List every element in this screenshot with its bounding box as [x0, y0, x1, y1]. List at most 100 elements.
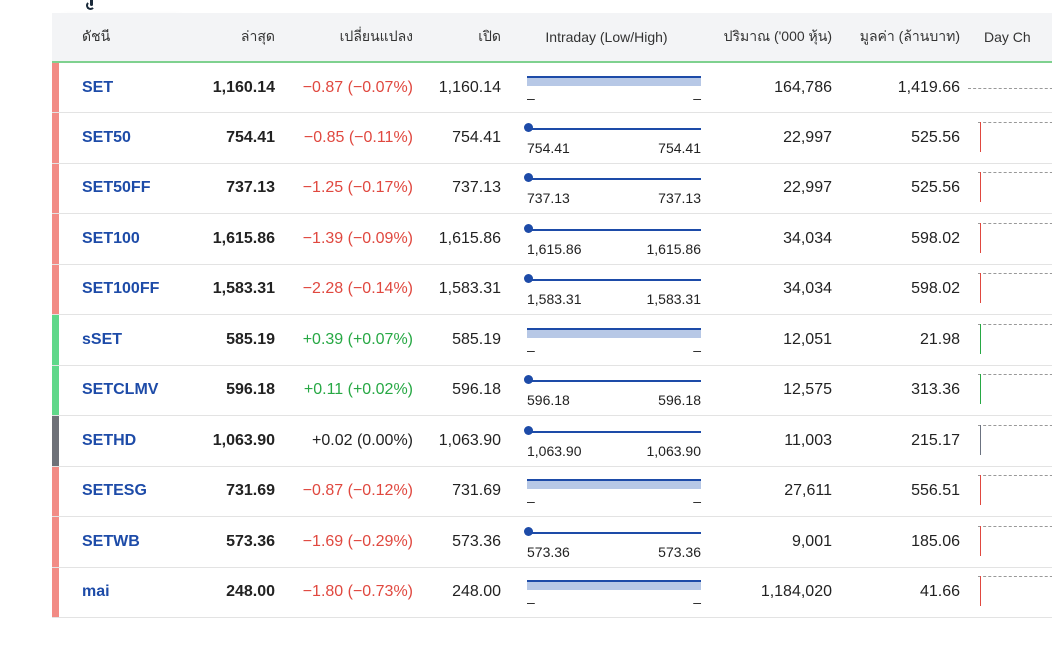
day-chart-baseline: [968, 87, 1052, 89]
intraday-high: –: [693, 341, 701, 358]
direction-indicator-bar: [52, 63, 59, 112]
intraday-high: 1,583.31: [646, 291, 702, 308]
day-chart-line: [980, 222, 981, 253]
table-row[interactable]: SETWB 573.36 −1.69 (−0.29%) 573.36 573.3…: [52, 516, 1052, 568]
index-name-link[interactable]: SET50: [82, 128, 131, 146]
column-header-day-chart: Day Ch: [968, 13, 1052, 63]
day-chart-baseline: [978, 222, 1052, 224]
last-price: 731.69: [179, 466, 283, 517]
intraday-low: 596.18: [527, 392, 570, 409]
index-name-cell[interactable]: SET: [52, 62, 179, 113]
intraday-range-line: [527, 127, 701, 130]
intraday-cell: – –: [509, 567, 704, 618]
index-name-cell[interactable]: SETCLMV: [52, 365, 179, 416]
index-table-container: ดัชนี ล่าสุด เปลี่ยนแปลง เปิด Intraday (…: [52, 13, 1052, 618]
open-price: 1,160.14: [421, 62, 509, 113]
day-chart-cell: [968, 264, 1052, 315]
day-chart-line: [980, 424, 981, 455]
index-name-link[interactable]: SETWB: [82, 532, 140, 550]
last-price: 1,583.31: [179, 264, 283, 315]
index-name-cell[interactable]: mai: [52, 567, 179, 618]
index-name-link[interactable]: SETCLMV: [82, 381, 159, 399]
intraday-range-line: [527, 380, 701, 383]
last-price: 1,615.86: [179, 213, 283, 265]
day-chart-baseline: [978, 475, 1052, 477]
direction-indicator-bar: [52, 517, 59, 567]
partial-heading-glyph: [86, 0, 96, 10]
open-price: 1,063.90: [421, 415, 509, 467]
column-header-volume[interactable]: ปริมาณ ('000 หุ้น): [704, 13, 840, 63]
intraday-range-bar: 1,583.31 1,583.31: [524, 269, 702, 309]
index-name-cell[interactable]: SETHD: [52, 415, 179, 467]
open-price: 731.69: [421, 466, 509, 517]
index-name-cell[interactable]: SET100FF: [52, 264, 179, 315]
column-header-last[interactable]: ล่าสุด: [179, 13, 283, 63]
index-name-cell[interactable]: SET100: [52, 213, 179, 265]
table-row[interactable]: SETCLMV 596.18 +0.11 (+0.02%) 596.18 596…: [52, 365, 1052, 416]
day-chart-baseline: [978, 273, 1052, 275]
volume-value: 9,001: [704, 516, 840, 568]
open-price: 1,615.86: [421, 213, 509, 265]
intraday-marker-dot: [524, 526, 533, 536]
index-name-link[interactable]: mai: [82, 583, 110, 601]
index-name-cell[interactable]: SET50FF: [52, 163, 179, 214]
change-value: −1.80 (−0.73%): [283, 567, 421, 618]
index-name-link[interactable]: SETHD: [82, 431, 137, 449]
intraday-cell: 596.18 596.18: [509, 365, 704, 416]
index-name-link[interactable]: sSET: [82, 330, 123, 348]
intraday-cell: 573.36 573.36: [509, 516, 704, 568]
intraday-cell: – –: [509, 314, 704, 366]
day-chart-sparkline: [978, 370, 1052, 410]
index-name-cell[interactable]: SETWB: [52, 516, 179, 568]
column-header-open[interactable]: เปิด: [421, 13, 509, 63]
table-row[interactable]: SETHD 1,063.90 +0.02 (0.00%) 1,063.90 1,…: [52, 415, 1052, 467]
table-row[interactable]: mai 248.00 −1.80 (−0.73%) 248.00 – – 1,1…: [52, 567, 1052, 618]
change-value: −1.69 (−0.29%): [283, 516, 421, 568]
day-chart-baseline: [978, 424, 1052, 426]
index-name-cell[interactable]: sSET: [52, 314, 179, 366]
intraday-range-bar: 754.41 754.41: [524, 118, 701, 158]
day-chart-sparkline: [978, 269, 1052, 309]
change-value: −0.85 (−0.11%): [283, 112, 421, 164]
column-header-index[interactable]: ดัชนี: [52, 13, 179, 63]
table-row[interactable]: SET100FF 1,583.31 −2.28 (−0.14%) 1,583.3…: [52, 264, 1052, 315]
intraday-low: –: [527, 594, 535, 611]
table-body: SET 1,160.14 −0.87 (−0.07%) 1,160.14 – –…: [52, 62, 1052, 618]
intraday-range-bar: – –: [527, 572, 701, 612]
table-row[interactable]: SET50FF 737.13 −1.25 (−0.17%) 737.13 737…: [52, 163, 1052, 214]
day-chart-baseline: [978, 374, 1052, 376]
open-price: 737.13: [421, 163, 509, 214]
index-name-link[interactable]: SET100: [82, 229, 140, 247]
intraday-high: 754.41: [658, 139, 701, 156]
index-name-cell[interactable]: SETESG: [52, 466, 179, 517]
table-row[interactable]: SET50 754.41 −0.85 (−0.11%) 754.41 754.4…: [52, 112, 1052, 164]
table-row[interactable]: SET 1,160.14 −0.87 (−0.07%) 1,160.14 – –…: [52, 62, 1052, 113]
table-row[interactable]: SET100 1,615.86 −1.39 (−0.09%) 1,615.86 …: [52, 213, 1052, 265]
table-row[interactable]: sSET 585.19 +0.39 (+0.07%) 585.19 – – 12…: [52, 314, 1052, 366]
day-chart-cell: [968, 112, 1052, 164]
intraday-low: 737.13: [527, 190, 570, 207]
intraday-marker-dot: [524, 375, 533, 385]
index-name-link[interactable]: SET: [82, 78, 114, 96]
index-name-link[interactable]: SETESG: [82, 482, 147, 500]
trade-value: 21.98: [840, 314, 968, 366]
intraday-cell: 1,583.31 1,583.31: [509, 264, 704, 315]
index-name-link[interactable]: SET50FF: [82, 179, 151, 197]
column-header-intraday[interactable]: Intraday (Low/High): [509, 13, 704, 63]
column-header-change[interactable]: เปลี่ยนแปลง: [283, 13, 421, 63]
intraday-range-bar: – –: [527, 320, 701, 360]
table-row[interactable]: SETESG 731.69 −0.87 (−0.12%) 731.69 – – …: [52, 466, 1052, 517]
index-name-link[interactable]: SET100FF: [82, 280, 160, 298]
index-name-cell[interactable]: SET50: [52, 112, 179, 164]
intraday-cell: 1,063.90 1,063.90: [509, 415, 704, 467]
intraday-marker-dot: [524, 173, 533, 183]
intraday-range-bar: 573.36 573.36: [524, 522, 701, 562]
last-price: 754.41: [179, 112, 283, 164]
day-chart-baseline: [978, 121, 1052, 123]
last-price: 737.13: [179, 163, 283, 214]
column-header-value[interactable]: มูลค่า (ล้านบาท): [840, 13, 968, 63]
change-value: −1.25 (−0.17%): [283, 163, 421, 214]
volume-value: 34,034: [704, 213, 840, 265]
intraday-cell: – –: [509, 466, 704, 517]
day-chart-baseline: [978, 172, 1052, 174]
